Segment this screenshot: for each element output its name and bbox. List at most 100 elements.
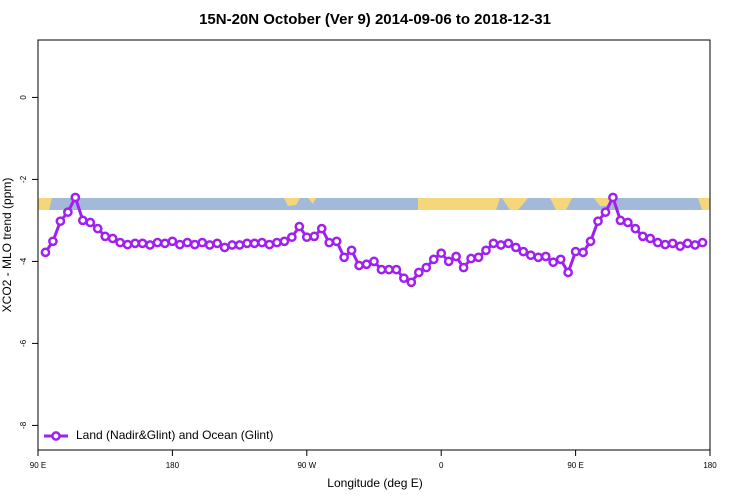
data-point (63, 207, 73, 218)
data-point (660, 239, 671, 250)
data-point (608, 192, 618, 203)
data-point (645, 233, 656, 244)
data-point (279, 236, 290, 247)
data-point (488, 238, 499, 249)
land-patches (38, 198, 710, 210)
data-point (152, 237, 163, 248)
data-point (70, 192, 81, 203)
data-point (92, 223, 103, 234)
y-tick-label: 0 (19, 95, 28, 100)
data-point (496, 240, 506, 250)
chart-title: 15N-20N October (Ver 9) 2014-09-06 to 20… (199, 11, 551, 28)
data-point (593, 216, 603, 227)
x-tick-label: 180 (703, 461, 717, 470)
data-point (354, 260, 364, 271)
data-point (667, 238, 678, 249)
data-point (204, 240, 215, 250)
plot-frame (37, 39, 711, 451)
data-point (167, 236, 178, 247)
y-tick-label: -4 (19, 257, 28, 265)
data-point (630, 223, 641, 234)
data-point (473, 252, 484, 263)
data-point (272, 237, 282, 248)
data-point (331, 236, 342, 247)
data-point (309, 231, 320, 242)
data-point (287, 232, 297, 243)
data-point (48, 236, 58, 247)
data-point (257, 237, 267, 248)
data-point (77, 215, 88, 226)
data-point (690, 240, 700, 250)
x-tick-label: 90 W (297, 461, 316, 470)
data-point (234, 240, 245, 250)
data-point (175, 239, 185, 250)
y-tick-label: -2 (19, 175, 28, 183)
data-point (301, 232, 312, 243)
data-point (197, 237, 208, 248)
data-point (376, 264, 387, 275)
data-point (249, 238, 260, 249)
data-point (511, 242, 521, 253)
data-point (443, 256, 454, 267)
map-strip (38, 198, 710, 210)
data-point (294, 221, 305, 232)
data-point (212, 238, 223, 249)
data-point (145, 240, 155, 250)
data-point (548, 257, 559, 268)
x-tick-label: 90 E (30, 461, 46, 470)
data-point (697, 237, 708, 248)
data-point (600, 207, 611, 218)
data-point (361, 259, 372, 270)
data-point (615, 215, 626, 226)
x-tick-label: 180 (166, 461, 180, 470)
data-point (652, 237, 663, 248)
data-point (555, 254, 566, 265)
data-point (369, 256, 379, 267)
data-point (346, 245, 357, 256)
data-point (219, 242, 230, 253)
data-point (137, 238, 148, 249)
data-point (264, 239, 275, 250)
data-point (115, 237, 125, 248)
data-point (458, 262, 469, 273)
data-point (623, 217, 633, 228)
data-point (107, 233, 118, 244)
y-tick-label: -8 (19, 421, 28, 429)
data-point (436, 248, 447, 259)
data-point (40, 247, 51, 258)
data-point (533, 252, 544, 263)
data-point (481, 245, 491, 256)
data-point (391, 264, 402, 275)
x-tick-label: 0 (439, 461, 444, 470)
y-axis-title: XCO2 - MLO trend (ppm) (0, 178, 14, 313)
data-point (637, 231, 648, 242)
data-point (518, 246, 529, 257)
data-point (189, 239, 200, 250)
data-point (85, 217, 96, 228)
data-point (399, 273, 409, 284)
data-point (570, 246, 581, 257)
data-point (466, 253, 476, 264)
data-point (682, 238, 693, 249)
data-point (384, 264, 394, 275)
data-point (324, 237, 335, 248)
x-tick-label: 90 E (567, 461, 583, 470)
data-point (428, 254, 439, 265)
data-point (227, 240, 237, 250)
data-point (525, 250, 536, 261)
data-point (585, 236, 596, 247)
data-point (413, 267, 424, 278)
data-point (406, 277, 417, 288)
data-point (100, 231, 111, 242)
data-point (182, 237, 193, 248)
data-point (160, 238, 170, 249)
data-point (503, 238, 514, 249)
data-point (242, 238, 252, 249)
data-point (55, 216, 66, 227)
data-point (675, 241, 685, 252)
legend-label: Land (Nadir&Glint) and Ocean (Glint) (76, 428, 273, 442)
data-point (130, 238, 140, 249)
data-point (540, 251, 551, 262)
data-point (421, 262, 432, 273)
